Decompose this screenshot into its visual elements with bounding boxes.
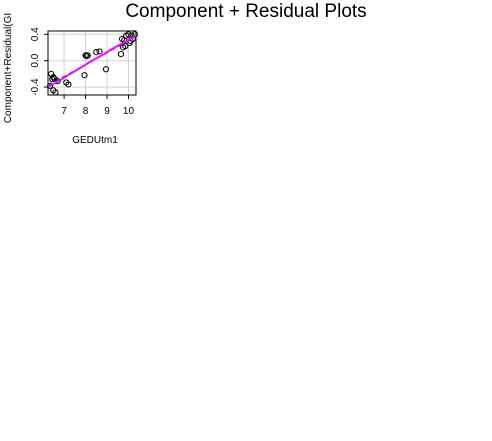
x-tick-label: 7 — [61, 106, 67, 117]
data-point — [81, 72, 88, 79]
x-tick-label: 10 — [123, 106, 135, 117]
data-point — [84, 52, 91, 59]
x-tick-label: 9 — [104, 106, 110, 117]
x-axis-label: GEDUtm1 — [72, 135, 118, 146]
data-points — [47, 31, 139, 96]
y-tick-label: 0.4 — [30, 27, 41, 41]
data-point — [125, 31, 132, 38]
plot-frame — [47, 30, 137, 96]
chart-title: Component + Residual Plots — [125, 1, 366, 22]
y-axis-label: Component+Residual(GI — [3, 13, 14, 123]
data-point — [102, 66, 110, 73]
y-axis: -0.4 0.0 0.4 — [30, 27, 48, 96]
y-tick-label: -0.4 — [30, 78, 41, 96]
y-tick-label: 0.0 — [30, 53, 41, 67]
data-point — [50, 74, 57, 81]
data-point — [65, 81, 72, 88]
data-point — [93, 49, 100, 56]
data-point — [117, 50, 125, 58]
x-axis: 7 8 9 10 — [61, 95, 134, 117]
data-point — [122, 43, 129, 50]
grid-lines — [48, 31, 136, 95]
smooth-fit-line — [48, 35, 136, 88]
data-point — [52, 89, 59, 96]
x-tick-label: 8 — [83, 106, 89, 117]
data-point — [96, 48, 103, 55]
data-point — [47, 82, 54, 89]
